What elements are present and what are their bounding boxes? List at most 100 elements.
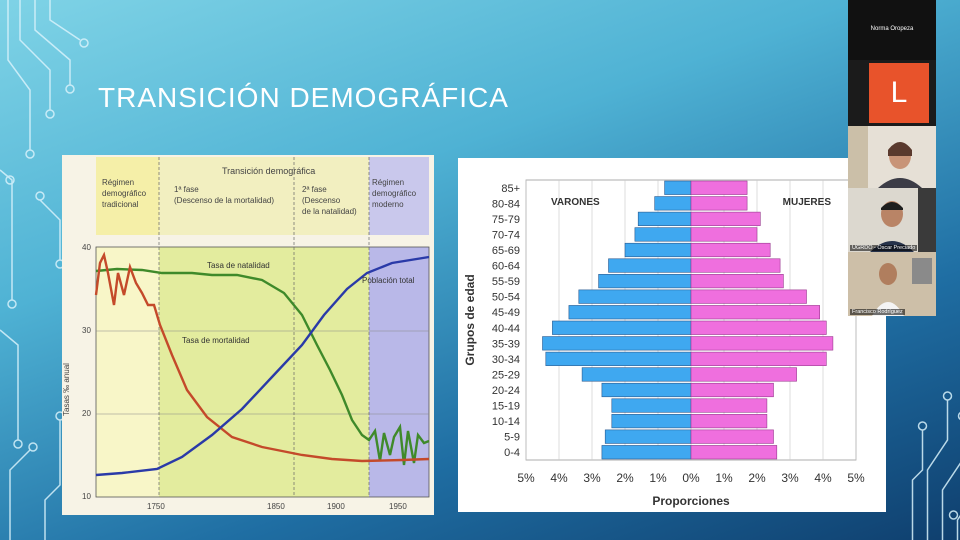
age-group-label: 40-44 [492,323,520,335]
age-group-label: 45-49 [492,307,520,319]
y-tick-40: 40 [82,243,91,252]
age-group-label: 0-4 [504,447,520,459]
y-axis-label: Grupos de edad [463,274,477,365]
bar-varones-25-29 [581,367,692,382]
label-mortalidad: Tasa de mortalidad [182,336,250,345]
y-axis-label: Tasas ‰ anual [61,363,71,416]
bar-varones-80-84 [654,196,692,211]
circuit-decoration-right [911,391,960,540]
bar-mujeres-50-54 [690,289,807,304]
bar-mujeres-45-49 [690,305,820,320]
age-group-label: 5-9 [504,432,520,444]
legend-mujeres: MUJERES [783,197,832,208]
age-group-label: 70-74 [492,229,520,241]
bar-mujeres-0-4 [690,445,778,460]
x-axis-label: Proporciones [652,494,730,508]
y-tick-20: 20 [82,409,91,418]
participant-label: UGRDO - Oscar Preciado [850,245,918,251]
slide-title: TRANSICIÓN DEMOGRÁFICA [98,82,509,113]
x-tick-label: 4% [814,471,832,485]
bar-varones-75-79 [637,211,692,226]
phase-label-traditional: Régimen demográfico tradicional [102,178,147,209]
bar-mujeres-75-79 [690,211,761,226]
x-tick-label: 5% [517,471,535,485]
x-tick-label: 1% [715,471,733,485]
bar-mujeres-65-69 [690,242,771,258]
population-pyramid-chart: 85+ 80-84 75-79 70-74 65-69 60-64 55-59 50-54 45… [458,158,886,512]
bar-mujeres-10-14 [690,414,768,429]
age-group-label: 85+ [501,183,520,195]
participant-video-1[interactable] [848,126,936,188]
label-poblacion: Población total [362,276,415,285]
bar-mujeres-60-64 [690,258,781,273]
person-video-image [848,188,936,252]
bar-mujeres-70-74 [690,227,758,242]
person-video-image [848,252,936,316]
phase-label-first: 1ª fase (Descenso de la mortalidad) [174,185,275,205]
age-group-label: 80-84 [492,198,520,210]
bar-varones-40-44 [552,320,692,335]
bar-varones-70-74 [634,227,692,242]
age-group-label: 10-14 [492,416,520,428]
bar-varones-85+ [664,180,692,195]
bar-varones-0-4 [601,445,692,460]
phase-label-second: 2ª fase (Descenso de la natalidad) [302,185,357,216]
participant-video-2[interactable]: UGRDO - Oscar Preciado [848,188,936,252]
x-tick-1850: 1850 [267,502,285,511]
bar-mujeres-85+ [690,180,748,195]
bar-varones-35-39 [542,336,692,351]
bar-varones-65-69 [624,242,692,258]
bar-varones-30-34 [545,351,692,366]
chart-header-title: Transición demográfica [222,166,316,176]
x-tick-label: 0% [682,471,700,485]
bar-mujeres-80-84 [690,196,748,211]
bar-varones-55-59 [598,274,692,289]
y-tick-10: 10 [82,492,91,501]
bar-mujeres-55-59 [690,274,784,289]
bar-mujeres-25-29 [690,367,797,382]
bar-mujeres-5-9 [690,429,774,444]
bar-mujeres-20-24 [690,382,774,398]
bar-mujeres-35-39 [690,336,834,351]
x-tick-1950: 1950 [389,502,407,511]
bar-varones-5-9 [604,429,692,444]
bar-varones-15-19 [611,398,692,413]
bar-varones-10-14 [611,414,692,429]
x-tick-1900: 1900 [327,502,345,511]
participant-label: Francisco Rodríguez [850,309,905,315]
age-group-label: 35-39 [492,338,520,350]
x-tick-label: 1% [649,471,667,485]
bar-varones-60-64 [608,258,692,273]
bar-mujeres-15-19 [690,398,768,413]
avatar: L [869,63,929,123]
bar-mujeres-40-44 [690,320,827,335]
age-group-label: 30-34 [492,354,520,366]
x-tick-1750: 1750 [147,502,165,511]
age-group-label: 25-29 [492,369,520,381]
presenter-name-tile: Norma Oropeza [848,0,936,60]
bar-varones-20-24 [601,382,692,398]
age-group-label: 50-54 [492,292,520,304]
age-group-label: 75-79 [492,214,520,226]
bar-varones-50-54 [578,289,692,304]
x-tick-label: 4% [550,471,568,485]
bar-mujeres-30-34 [690,351,827,366]
x-tick-label: 5% [847,471,865,485]
phase-label-modern: Régimen demográfico moderno [372,178,417,209]
circuit-decoration-left [0,0,89,540]
participant-video-3[interactable]: Francisco Rodríguez [848,252,936,316]
x-tick-label: 3% [781,471,799,485]
person-video-image [848,126,936,188]
age-group-label: 60-64 [492,261,520,273]
x-tick-label: 3% [583,471,601,485]
legend-varones: VARONES [551,197,600,208]
y-tick-30: 30 [82,326,91,335]
bar-varones-45-49 [568,305,692,320]
label-natalidad: Tasa de natalidad [207,261,270,270]
x-tick-label: 2% [748,471,766,485]
participant-avatar-tile[interactable]: L [848,60,936,126]
presenter-name: Norma Oropeza [870,26,914,32]
age-group-label: 55-59 [492,276,520,288]
demographic-transition-chart: Transición demográfica Régimen demográfi… [62,155,434,515]
x-tick-label: 2% [616,471,634,485]
